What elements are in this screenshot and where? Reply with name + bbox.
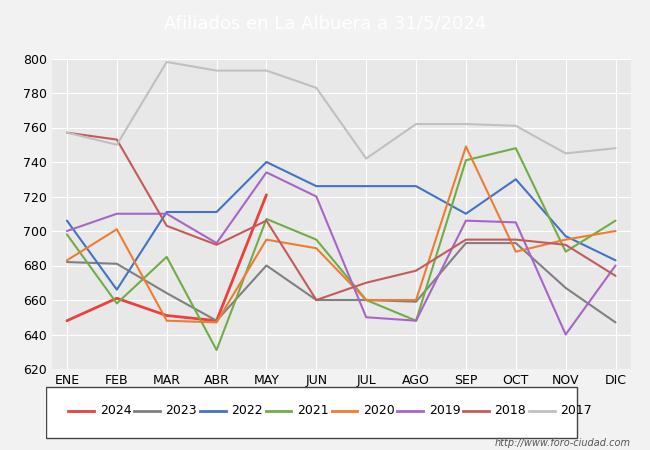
FancyBboxPatch shape xyxy=(46,387,577,438)
Text: Afiliados en La Albuera a 31/5/2024: Afiliados en La Albuera a 31/5/2024 xyxy=(164,14,486,33)
Text: 2022: 2022 xyxy=(231,404,263,417)
Text: 2018: 2018 xyxy=(495,404,527,417)
Text: 2020: 2020 xyxy=(363,404,395,417)
Text: http://www.foro-ciudad.com: http://www.foro-ciudad.com xyxy=(495,438,630,448)
Text: 2023: 2023 xyxy=(166,404,197,417)
Text: 2017: 2017 xyxy=(560,404,592,417)
Text: 2024: 2024 xyxy=(100,404,131,417)
Text: 2021: 2021 xyxy=(297,404,329,417)
Text: 2019: 2019 xyxy=(429,404,460,417)
